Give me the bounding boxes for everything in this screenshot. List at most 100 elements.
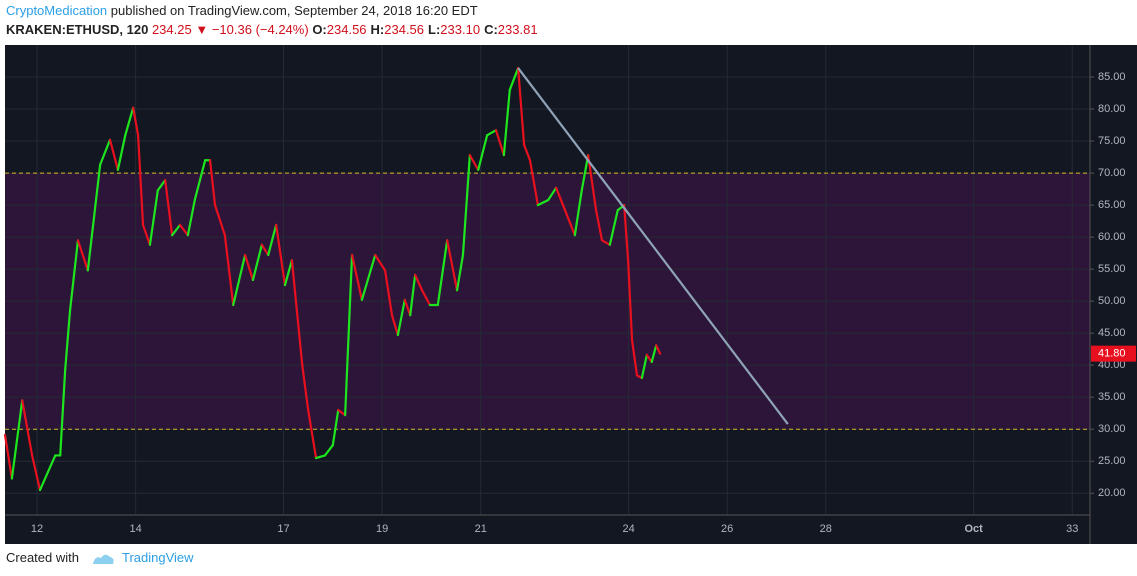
rsi-segment [3,433,14,480]
rsi-segment [522,143,532,162]
rsi-segment [156,179,167,192]
x-tick-label: 28 [820,523,832,535]
rsi-segment [563,209,576,237]
rsi-segment [623,203,630,262]
rsi-segment [331,408,340,447]
rsi-segment [136,134,145,227]
rsi-segment [86,163,102,272]
logo [92,554,114,564]
x-axis-background [5,515,1090,544]
rsi-segment [59,369,67,457]
x-tick-label: 26 [721,523,733,535]
trendline [517,67,789,425]
rsi-segment [608,209,619,246]
ohlc-value: 234.56 [326,22,367,37]
rsi-segment [21,399,34,457]
rsi-segment [31,454,42,492]
rsi-segment [517,66,526,146]
y-tick-label: 45.00 [1098,327,1126,339]
rsi-segment [108,138,119,171]
rsi-segment [76,239,89,272]
rsi-segment [213,203,226,237]
ohlc-value: 234.56 [384,22,425,37]
header-line-1: CryptoMedication published on TradingVie… [6,3,478,18]
y-tick-label: 55.00 [1098,263,1126,275]
ohlc-value: 233.10 [440,22,481,37]
ohlc-label: H: [370,22,385,37]
rsi-segment [186,198,196,237]
rsi-segment [461,154,471,257]
ohlc-value: 233.81 [497,22,538,37]
arrow: ▼ [195,22,209,37]
rsi-segment [251,243,263,282]
rsi-segment [116,134,127,171]
rsi-segment [630,339,639,377]
rsi-segment [446,239,459,292]
x-tick-label: 33 [1066,523,1078,535]
chart: 20.00 25.00 30.00 35.00 40.00 45.00 50.00 55.00… [3,45,1137,544]
x-tick-label: 21 [475,523,487,535]
ohlc-label: C: [484,22,498,37]
rsi-segment [383,269,394,317]
rsi-segment [208,159,217,207]
rsi-segment [536,198,550,207]
rsi-segment [267,223,278,257]
rsi-segment [409,273,417,317]
rsi-segment [580,154,590,192]
rsi-segment [640,353,648,380]
rsi-segment [275,223,287,287]
rsi-segment [414,273,424,292]
rsi-segment [232,253,247,307]
rsi-segment [314,454,327,460]
published: published on TradingView.com, September … [110,3,478,18]
rsi-segment [10,399,24,480]
rsi-segment [193,159,207,202]
y-tick-label: 35.00 [1098,391,1126,403]
rsi-segment [587,154,598,212]
rsi-segment [468,154,480,171]
rsi-segment [99,138,112,166]
y-tick-label: 20.00 [1098,487,1126,499]
rsi-segment [360,253,377,301]
rsi-segment [547,186,558,202]
rsi-segment [555,186,567,212]
ohlc-label: L: [428,22,441,37]
y-tick-label: 75.00 [1098,135,1126,147]
y-tick-label: 50.00 [1098,295,1126,307]
rsi-segment [403,298,412,317]
rsi-segment [141,223,152,246]
rsi-segment [455,253,465,292]
header-line-2: KRAKEN:ETHUSD, 120 234.25 ▼ −10.36 (−4.2… [6,22,542,37]
rsi-segment [171,223,182,237]
rsi-segment [650,344,658,364]
author[interactable]: CryptoMedication [6,3,108,18]
rsi-segment [573,189,583,237]
rsi-segment [344,253,354,417]
rsi-segment [477,134,489,171]
rsi-segment [260,243,270,257]
rsi-segment [68,239,80,312]
rsi-segment [390,314,399,337]
rsi-segment [420,289,432,307]
ohlc: O:234.56 H:234.56 L:233.10 C:233.81 [312,22,541,37]
rsi-segment [148,189,159,246]
y-tick-label: 80.00 [1098,103,1126,115]
y-tick-label: 40.00 [1098,359,1126,371]
rsi-segment [307,408,318,460]
rsi-segment [600,239,611,246]
rsi-segment [243,253,255,282]
footer-brand[interactable]: TradingView [122,550,194,565]
rsi-segment [178,223,189,237]
ohlc-label: O: [312,22,327,37]
rsi-segment [301,364,310,412]
x-tick-label: 14 [130,523,142,535]
footer-text: Created with [6,550,79,565]
last-value-box [1091,345,1136,362]
rsi-segment [64,308,72,372]
rsi-segment [374,253,387,272]
x-tick-label: 24 [622,523,634,535]
y-tick-label: 85.00 [1098,71,1126,83]
y-tick-label: 65.00 [1098,199,1126,211]
rsi-segment [494,129,505,157]
